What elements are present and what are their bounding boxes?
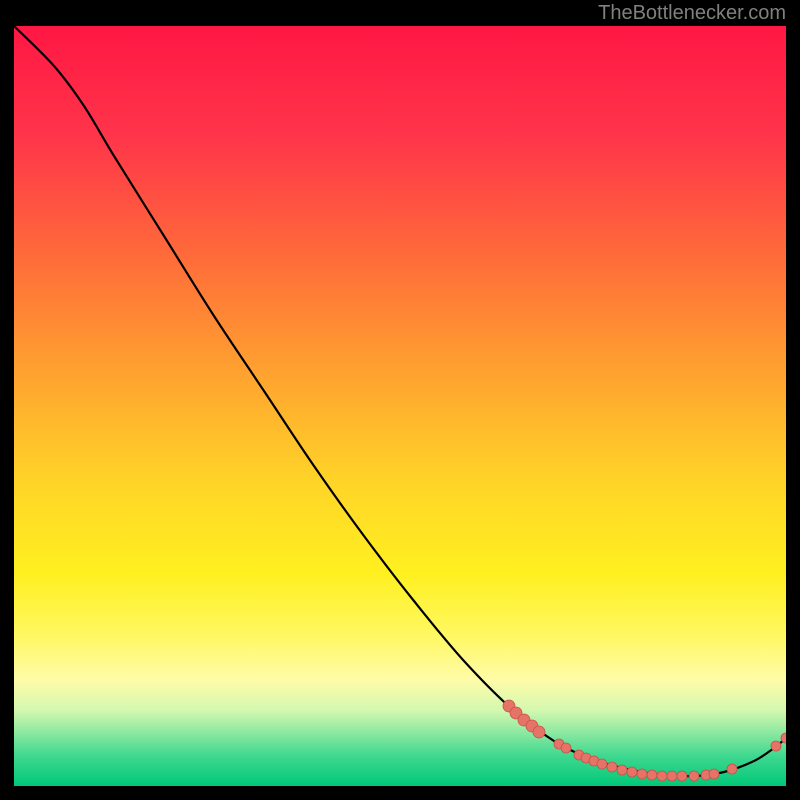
chart-background-gradient [14,26,786,786]
bottleneck-chart [14,26,786,786]
watermark-text: TheBottlenecker.com [598,2,786,25]
